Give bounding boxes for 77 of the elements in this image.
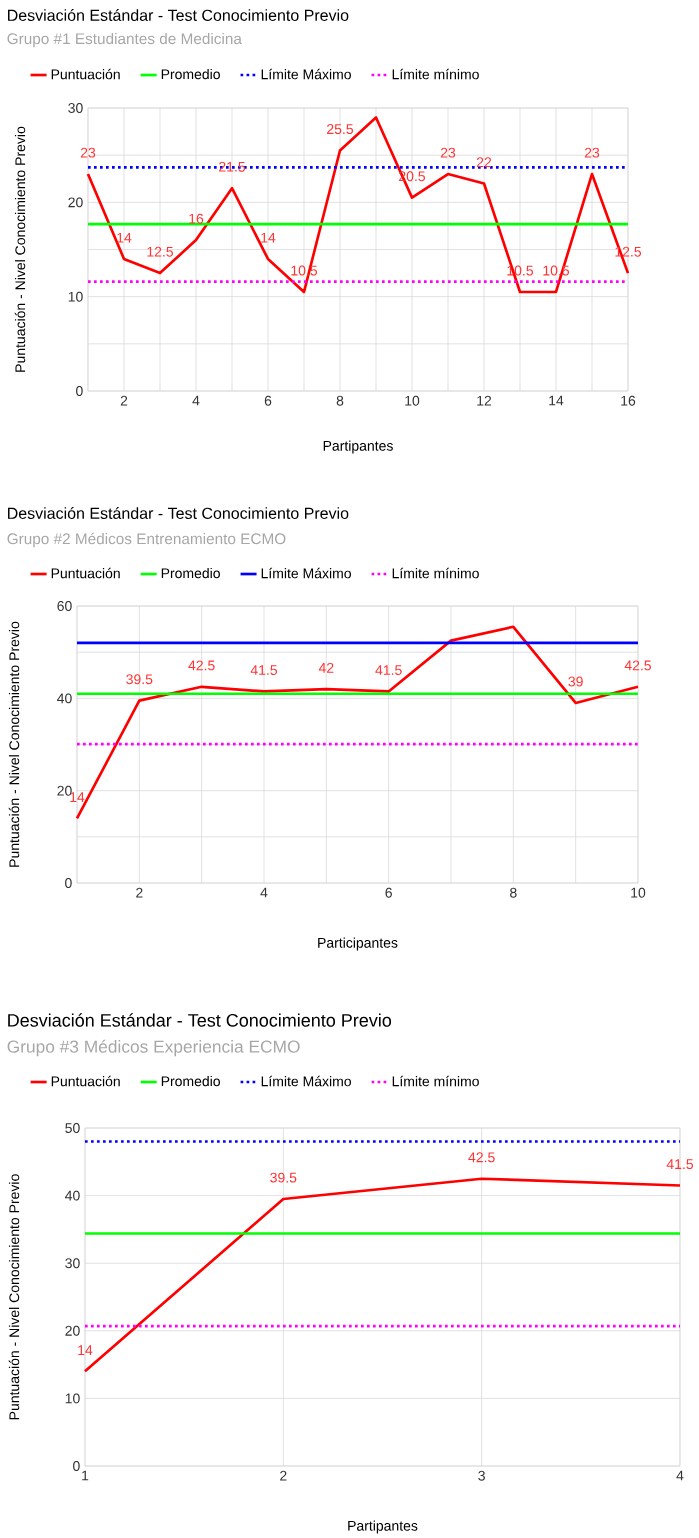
x-tick-label: 2 <box>280 1470 287 1481</box>
x-tick-label: 8 <box>336 395 344 406</box>
data-label: 39 <box>568 676 583 687</box>
data-label: 14 <box>261 232 276 243</box>
chart-subtitle: Grupo #1 Estudiantes de Medicina <box>7 32 242 48</box>
x-axis-title: Participantes <box>318 937 398 951</box>
chart-title: Desviación Estándar - Test Conocimiento Previo <box>8 1013 392 1027</box>
x-tick-label: 4 <box>260 887 268 898</box>
legend-label: Puntuación <box>51 68 120 80</box>
data-label: 22 <box>476 157 492 168</box>
y-tick-label: 20 <box>57 785 72 796</box>
y-tick-label: 0 <box>76 386 83 396</box>
data-label: 41.5 <box>666 1159 694 1170</box>
legend-label: Límite Máximo <box>261 1075 351 1087</box>
legend-label: Límite Máximo <box>261 68 351 80</box>
x-tick-label: 6 <box>385 887 392 898</box>
legend-label: Límite mínimo <box>392 68 479 80</box>
x-tick-label: 2 <box>136 887 143 898</box>
x-axis-title: Partipantes <box>323 440 393 454</box>
legend-label: Promedio <box>161 567 220 579</box>
data-label: 42.5 <box>468 1152 495 1163</box>
y-tick-label: 30 <box>68 103 83 113</box>
y-tick-label: 20 <box>68 197 83 208</box>
chart-title: Desviación Estándar - Test Conocimiento Previo <box>8 507 349 519</box>
data-label: 42.5 <box>188 660 215 671</box>
y-tick-label: 40 <box>65 1190 80 1201</box>
x-tick-label: 6 <box>264 395 272 406</box>
x-axis-title: Partipantes <box>348 1520 418 1534</box>
y-tick-label: 30 <box>65 1258 80 1269</box>
data-label: 23 <box>440 147 456 158</box>
data-label: 41.5 <box>375 665 402 675</box>
y-tick-label: 20 <box>65 1325 80 1336</box>
legend-label: Límite mínimo <box>392 567 479 579</box>
x-tick-label: 12 <box>477 395 492 406</box>
data-label: 42.5 <box>624 660 652 671</box>
x-tick-label: 10 <box>631 887 646 898</box>
data-label: 23 <box>80 147 96 158</box>
data-label: 16 <box>189 213 204 224</box>
data-label: 14 <box>117 232 132 243</box>
chart-subtitle: Grupo #2 Médicos Entrenamiento ECMO <box>7 532 286 548</box>
y-tick-label: 10 <box>65 1393 80 1404</box>
y-axis-title: Puntuación - Nivel Conocimiento Previo <box>8 621 20 867</box>
data-label: 39.5 <box>126 674 153 685</box>
data-label: 42 <box>318 662 334 673</box>
data-label: 12.5 <box>147 246 174 257</box>
x-tick-label: 2 <box>120 395 128 406</box>
chart-title: Desviación Estándar - Test Conocimiento Previo <box>8 9 349 21</box>
x-tick-label: 4 <box>676 1470 684 1481</box>
x-tick-label: 8 <box>510 887 517 898</box>
legend-label: Promedio <box>161 68 220 80</box>
y-tick-label: 0 <box>73 1461 80 1471</box>
y-axis-title: Puntuación - Nivel Conocimiento Previo <box>8 1174 20 1420</box>
legend-label: Límite mínimo <box>392 1075 479 1087</box>
data-label: 14 <box>70 792 85 802</box>
y-tick-label: 50 <box>65 1123 80 1133</box>
legend-label: Puntuación <box>51 1075 120 1087</box>
data-label: 25.5 <box>327 124 354 135</box>
y-tick-label: 0 <box>65 878 72 888</box>
x-tick-label: 16 <box>621 395 636 406</box>
data-label: 39.5 <box>270 1172 297 1183</box>
x-tick-label: 10 <box>405 395 420 406</box>
chart-subtitle: Grupo #3 Médicos Experiencia ECMO <box>7 1039 300 1057</box>
data-label: 21.5 <box>219 161 246 172</box>
data-label: 41.5 <box>250 665 278 675</box>
y-tick-label: 60 <box>57 601 72 611</box>
legend-label: Puntuación <box>51 567 120 579</box>
y-axis-title: Puntuación - Nivel Conocimiento Previo <box>14 126 26 372</box>
x-tick-label: 14 <box>549 395 564 406</box>
x-tick-label: 4 <box>192 395 200 406</box>
x-tick-label: 1 <box>82 1470 89 1481</box>
x-tick-label: 3 <box>478 1470 485 1481</box>
data-label: 23 <box>584 147 600 158</box>
legend-label: Límite Máximo <box>261 567 351 579</box>
y-tick-label: 10 <box>68 291 83 302</box>
legend-label: Promedio <box>161 1075 220 1087</box>
data-label: 14 <box>78 1345 93 1355</box>
y-tick-label: 40 <box>57 693 72 704</box>
